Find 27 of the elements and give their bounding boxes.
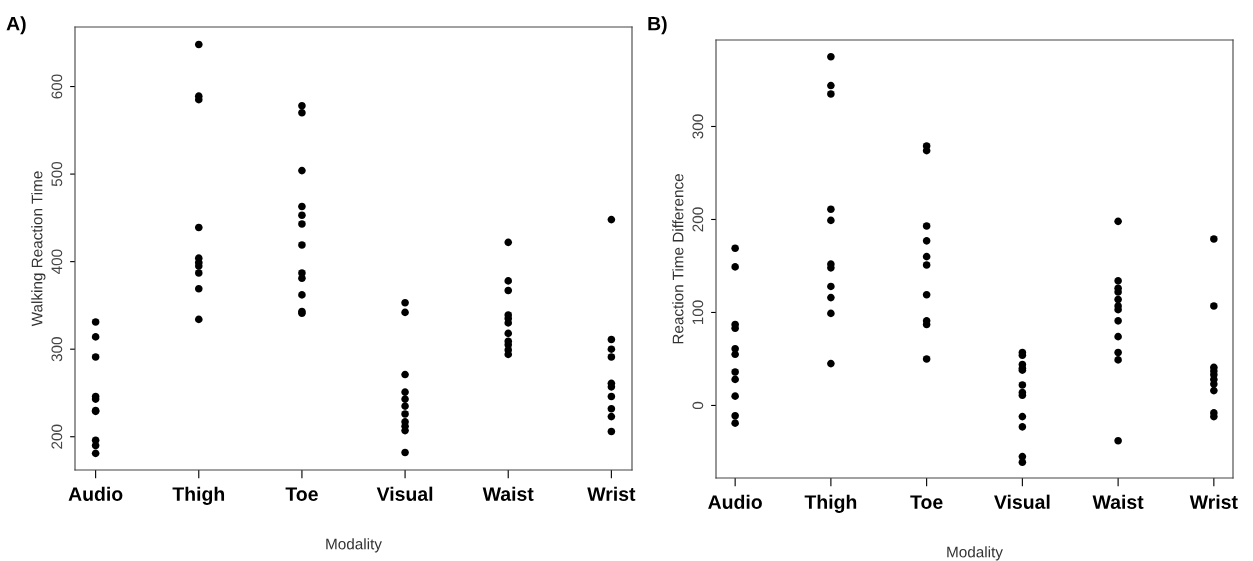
y-tick-label: 0: [692, 401, 704, 410]
x-tick-label: Thigh: [172, 486, 225, 505]
y-tick-label: 600: [51, 74, 63, 99]
x-tick-label: Waist: [1092, 494, 1144, 509]
y-tick-label: 500: [51, 161, 63, 187]
y-tick-label: 400: [51, 249, 63, 275]
x-tick-label: Thigh: [804, 494, 857, 513]
x-tick-label: Audio: [708, 494, 762, 509]
x-axis-title: Modality: [947, 546, 1003, 561]
x-tick-label: Wrist: [587, 486, 636, 501]
x-axis-title: Modality: [326, 538, 382, 553]
x-tick-label: Audio: [68, 486, 123, 501]
y-tick-label: 300: [692, 114, 704, 139]
chart-title: A): [6, 16, 26, 35]
x-tick-label: Visual: [376, 486, 433, 501]
x-tick-label: Waist: [482, 486, 534, 501]
x-tick-label: Toe: [910, 495, 943, 509]
y-tick-label: 100: [692, 300, 704, 325]
y-tick-label: 200: [692, 207, 704, 232]
y-tick-label: 300: [51, 337, 63, 362]
chart-title: B): [648, 16, 667, 35]
x-tick-label: Wrist: [1189, 494, 1238, 509]
y-axis-title: Reaction Time Difference: [672, 174, 684, 344]
y-axis-title: Walking Reaction Time: [31, 171, 46, 327]
y-tick-label: 200: [51, 424, 63, 449]
x-tick-label: Toe: [285, 487, 318, 501]
x-tick-label: Visual: [994, 494, 1050, 509]
